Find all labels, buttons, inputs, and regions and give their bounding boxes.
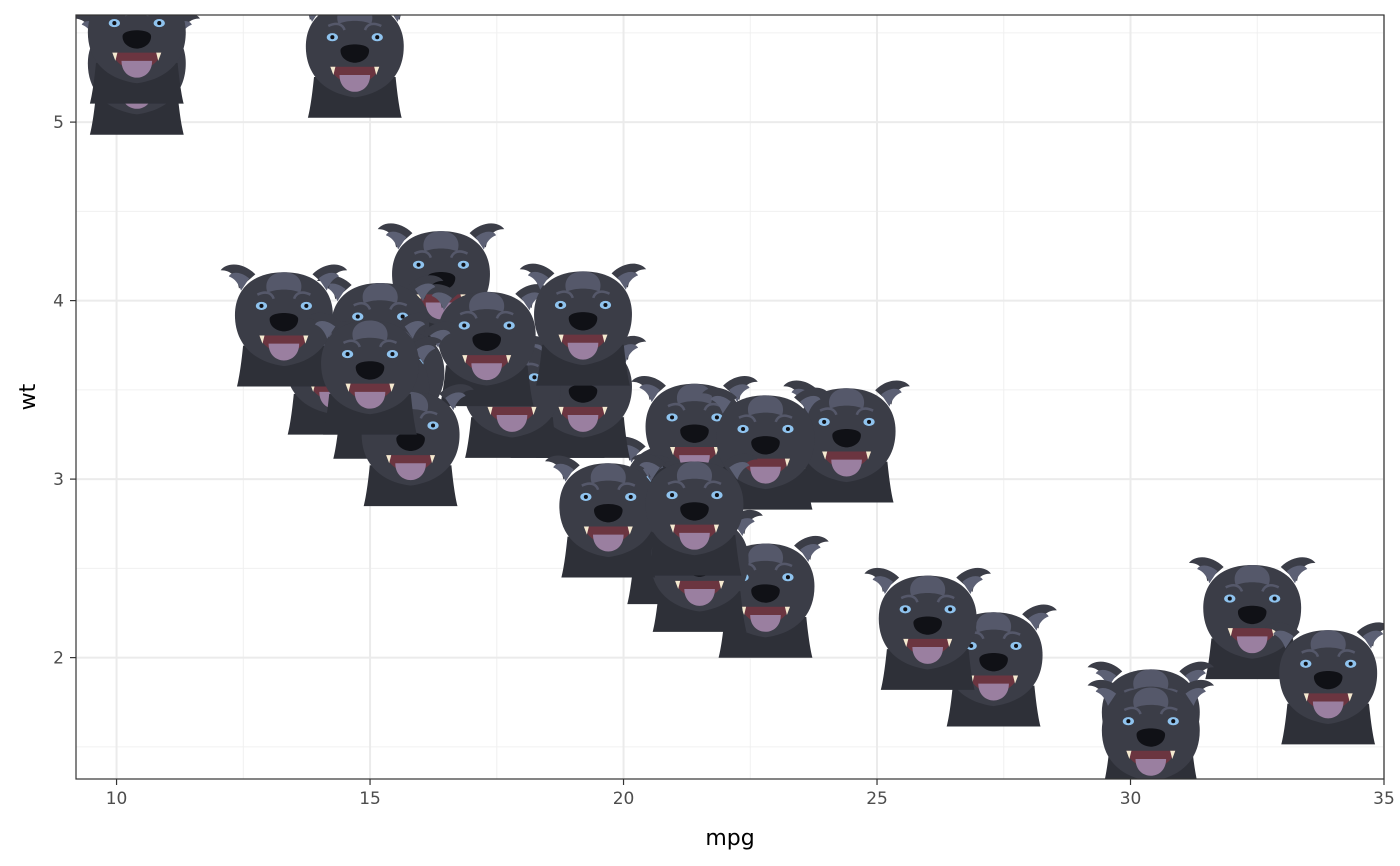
dog-face-icon xyxy=(1086,678,1216,779)
x-tick-label: 30 xyxy=(1120,789,1142,809)
x-axis: 10 15 20 25 30 35 xyxy=(106,779,1395,809)
y-tick-label: 2 xyxy=(53,649,64,669)
x-tick-label: 15 xyxy=(359,789,381,809)
y-axis-title: wt xyxy=(16,383,41,410)
y-tick-label: 3 xyxy=(53,470,64,490)
panel-border xyxy=(75,14,1385,780)
y-axis: 2 3 4 5 xyxy=(53,113,76,669)
y-tick-label: 4 xyxy=(53,292,64,312)
x-axis-title: mpg xyxy=(705,826,754,851)
x-tick-label: 20 xyxy=(613,789,635,809)
x-tick-label: 25 xyxy=(866,789,888,809)
x-tick-label: 10 xyxy=(106,789,128,809)
x-tick-label: 35 xyxy=(1373,789,1395,809)
y-tick-label: 5 xyxy=(53,113,64,133)
